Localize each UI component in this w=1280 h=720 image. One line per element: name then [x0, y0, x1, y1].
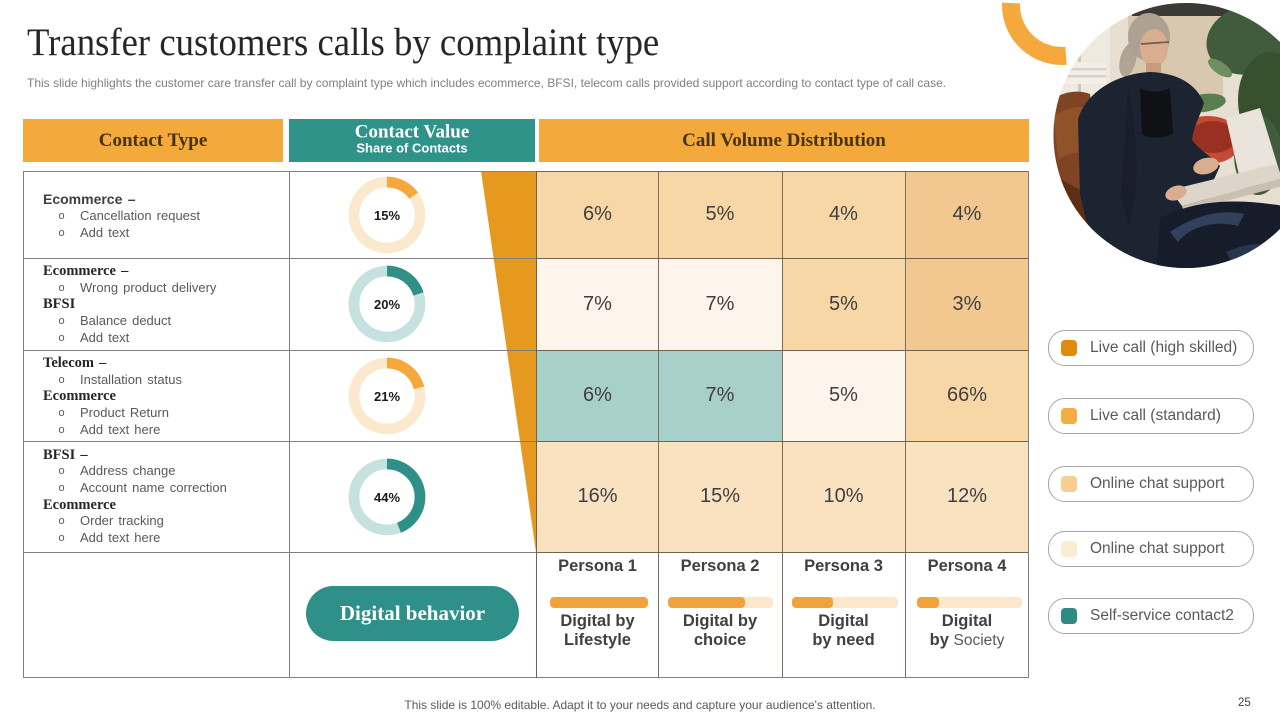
svg-text:44%: 44%	[374, 490, 400, 505]
svg-text:15%: 15%	[374, 208, 400, 223]
svg-text:21%: 21%	[374, 389, 400, 404]
svg-text:20%: 20%	[374, 297, 400, 312]
